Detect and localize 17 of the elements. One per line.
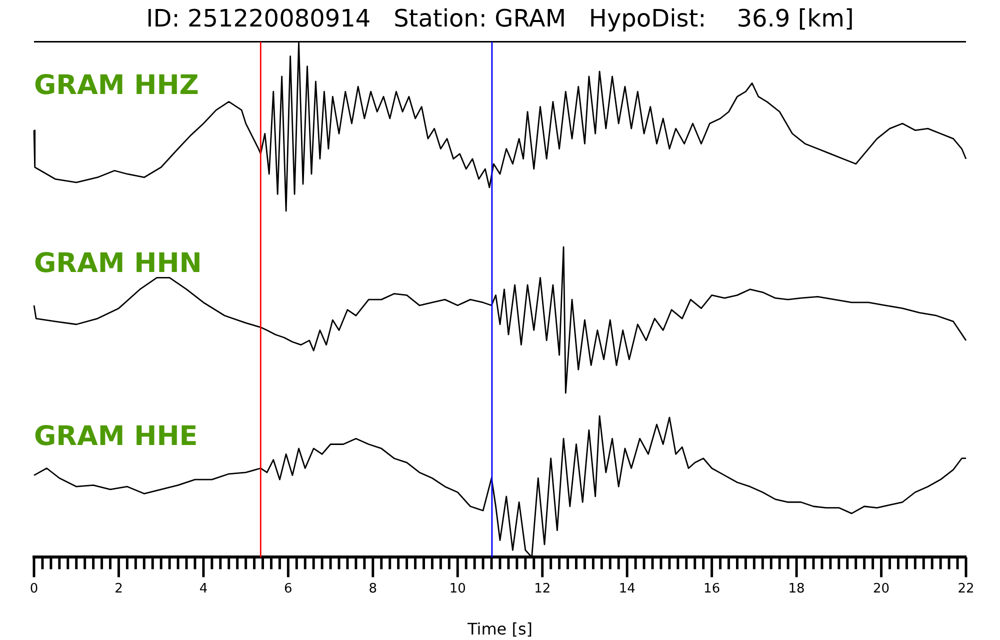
x-tick-label: 6	[284, 581, 292, 596]
x-tick-label: 10	[449, 581, 466, 596]
x-tick-label: 16	[704, 581, 720, 596]
series-label: GRAM HHE	[34, 421, 198, 452]
series-label: GRAM HHZ	[34, 70, 199, 101]
chart-title: ID: 251220080914 Station: GRAM HypoDist: 36.9 [km]	[146, 4, 854, 33]
x-tick-label: 2	[114, 581, 123, 596]
x-tick-label: 18	[788, 581, 805, 596]
x-axis-title: Time [s]	[466, 620, 533, 639]
x-tick-label: 14	[618, 581, 636, 596]
x-tick-label: 0	[30, 581, 38, 596]
x-tick-label: 8	[368, 581, 378, 596]
series-label: GRAM HHN	[34, 248, 202, 280]
x-tick-label: 20	[873, 581, 890, 596]
x-tick-label: 22	[958, 581, 974, 596]
x-tick-label: 12	[534, 581, 551, 596]
x-tick-label: 4	[199, 581, 208, 596]
